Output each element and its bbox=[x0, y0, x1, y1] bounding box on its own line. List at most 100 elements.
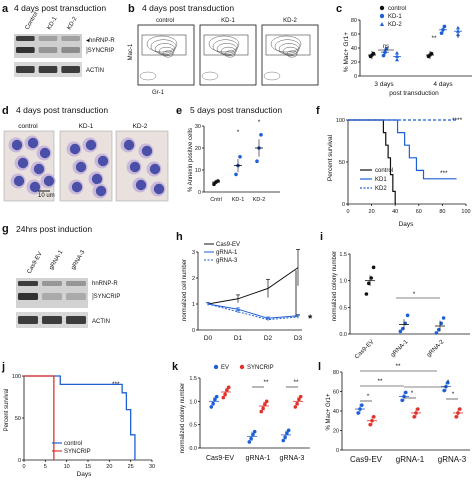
panel-g-title: 24hrs post induction bbox=[16, 224, 92, 234]
panel-h-ytick-label: 0 bbox=[192, 328, 195, 334]
panel-g-label-hnrnpr: hnRNP-R bbox=[92, 281, 118, 287]
panel-i-point bbox=[398, 329, 403, 334]
panel-d-img-1: control bbox=[18, 123, 38, 130]
blot-band bbox=[38, 47, 58, 53]
legend-c-kd1: KD-1 bbox=[388, 14, 402, 20]
panel-e-ytick-label: 30 bbox=[195, 124, 201, 130]
panel-c-ytick-label: 40 bbox=[351, 46, 357, 52]
flow-contour bbox=[154, 43, 176, 55]
flow-gate bbox=[203, 34, 249, 56]
panel-l-point bbox=[372, 415, 376, 419]
cell-nucleus bbox=[71, 181, 83, 193]
legend-c-swatch-kd2 bbox=[380, 22, 384, 26]
panel-c-point bbox=[439, 31, 444, 35]
panel-i-point bbox=[441, 316, 446, 320]
blot-band bbox=[66, 281, 86, 286]
blot-band bbox=[16, 36, 35, 41]
panel-l-ytick-label: 80 bbox=[333, 370, 339, 376]
panel-a-title: 4 days post transduction bbox=[14, 3, 106, 13]
panel-h-ylabel: normalized cell number bbox=[182, 259, 188, 321]
flow-contour bbox=[270, 35, 302, 53]
panel-c-ytick-label: 80 bbox=[351, 18, 357, 24]
panel-c-annot-1: ** bbox=[431, 35, 437, 42]
flow-contour bbox=[158, 46, 175, 57]
panel-e-xtick-label: KD-2 bbox=[253, 197, 266, 203]
blot-band bbox=[66, 316, 86, 324]
legend-h-grna1: gRNA-1 bbox=[216, 250, 238, 256]
panel-k-point bbox=[281, 438, 286, 443]
panel-e-point bbox=[255, 159, 259, 163]
flow-contour bbox=[162, 50, 174, 58]
panel-l-point bbox=[416, 407, 420, 411]
panel-i-point bbox=[364, 292, 369, 296]
panel-l-ylabel: % Mac+ Gr1+ bbox=[326, 393, 332, 431]
panel-f-ytick-label: 0 bbox=[342, 202, 345, 208]
panel-k-letter: k bbox=[172, 361, 179, 373]
legend-c-control: control bbox=[388, 6, 406, 12]
panel-j-xtick-label: 5 bbox=[44, 464, 47, 470]
panel-e: e 5 days post transduction % Annexin pos… bbox=[176, 105, 282, 203]
flow-contour bbox=[286, 50, 298, 58]
flow-contour bbox=[216, 43, 238, 55]
panel-h-letter: h bbox=[176, 231, 183, 243]
blot-band bbox=[66, 293, 86, 300]
panel-g-lane-2: gRNA-1 bbox=[49, 249, 65, 271]
panel-i-ytick-label: 1.0 bbox=[339, 279, 347, 285]
panel-b-letter: b bbox=[128, 3, 135, 15]
panel-e-point bbox=[234, 172, 238, 177]
legend-c-swatch-kd1 bbox=[379, 13, 385, 19]
panel-i-annot: * bbox=[413, 291, 416, 298]
panel-i-point bbox=[434, 331, 439, 335]
panel-k-ylabel: normalized colony number bbox=[180, 383, 186, 453]
panel-f-xtick-label: 80 bbox=[439, 209, 445, 215]
legend-j-syncrip: SYNCRIP bbox=[64, 449, 91, 455]
flow-contour bbox=[274, 39, 301, 54]
panel-i-ytick-label: 0.5 bbox=[339, 305, 347, 311]
cell-nucleus bbox=[17, 157, 29, 169]
legend-k-swatch-syncrip bbox=[239, 364, 245, 370]
panel-g-label-syncrip: ]SYNCRIP bbox=[92, 294, 120, 300]
legend-f-kd2: KD2 bbox=[375, 186, 387, 192]
cell-nucleus bbox=[123, 139, 135, 151]
panel-j-xtick-label: 10 bbox=[64, 464, 70, 470]
panel-h-series-Cas9-EV bbox=[207, 267, 299, 305]
panel-l-ytick-label: 0 bbox=[336, 448, 339, 454]
panel-c: c % Mac+ Gr1+ 0 20 40 60 80 control KD-1 KD-… bbox=[336, 3, 472, 97]
legend-c-swatch-control bbox=[379, 5, 385, 11]
panel-f-series-control bbox=[348, 119, 396, 204]
flow-gate bbox=[265, 34, 311, 56]
cell-nucleus bbox=[27, 137, 39, 149]
panel-g: g 24hrs post induction Cas9-EV gRNA-1 gR… bbox=[2, 223, 120, 328]
panel-k-xtick-label: gRNA-3 bbox=[280, 455, 305, 462]
blot-band bbox=[16, 66, 35, 73]
panel-j-series-control bbox=[24, 375, 136, 460]
blot-band bbox=[42, 281, 62, 286]
panel-l-xtick-label: gRNA-1 bbox=[396, 455, 425, 464]
panel-e-point bbox=[238, 155, 242, 159]
panel-l-letter: l bbox=[318, 361, 321, 373]
panel-i-xtick-label: gRNA-2 bbox=[426, 339, 446, 359]
blot-g-bands bbox=[18, 281, 86, 324]
panel-k-point bbox=[247, 440, 252, 444]
panel-f-xtick-label: 40 bbox=[392, 209, 398, 215]
panel-b: b 4 days post transduction Mac-1 Gr-1 co… bbox=[128, 3, 319, 96]
panel-k-point bbox=[214, 394, 219, 399]
panel-k-point bbox=[261, 406, 265, 411]
flow-contour bbox=[220, 46, 237, 57]
panel-e-xtick-label: Cntrl bbox=[210, 197, 222, 203]
flow-contour bbox=[224, 50, 236, 58]
panel-a-label-actin: ACTIN bbox=[86, 68, 104, 74]
panel-f-xtick-label: 0 bbox=[346, 209, 349, 215]
panel-l: l % Mac+ Gr1+ 0 20 40 60 80 Cas9-EV gRNA-1 gRNA… bbox=[318, 361, 470, 464]
panel-l-annot-3: * bbox=[447, 379, 450, 386]
panel-d-img-3: KD-2 bbox=[133, 123, 148, 130]
blot-band bbox=[38, 36, 58, 41]
flow-contour bbox=[139, 71, 157, 81]
cytospin-images bbox=[3, 130, 169, 202]
panel-f-legend: control KD1 KD2 bbox=[360, 168, 393, 192]
cell-nucleus bbox=[69, 143, 81, 155]
panel-a: a 4 days post transduction Control KD-1 … bbox=[2, 3, 115, 77]
panel-h-legend: Cas9-EV gRNA-1 gRNA-3 bbox=[204, 242, 240, 264]
panel-k-point bbox=[298, 394, 303, 399]
